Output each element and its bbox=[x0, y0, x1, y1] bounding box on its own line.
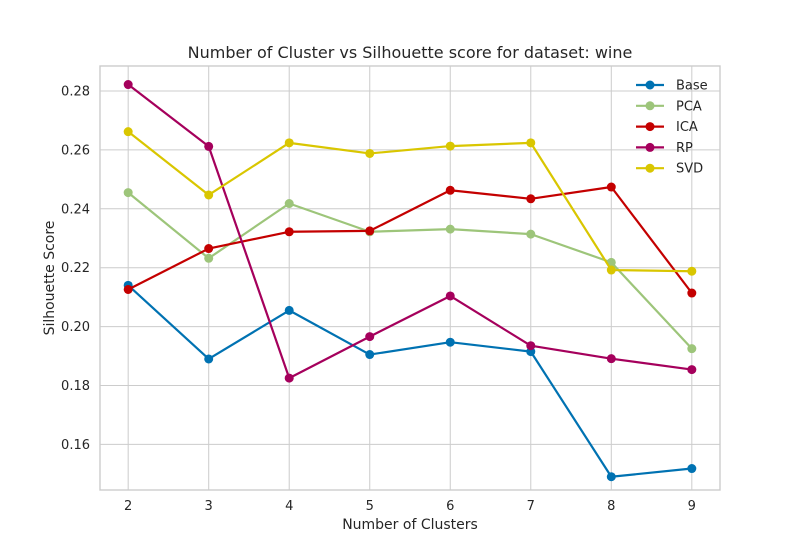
x-tick-label: 2 bbox=[124, 499, 132, 514]
x-tick-label: 3 bbox=[205, 499, 213, 514]
series-ica bbox=[123, 182, 697, 298]
legend-item-rp: RP bbox=[636, 141, 693, 156]
data-point-svd bbox=[284, 138, 294, 148]
data-point-pca bbox=[687, 344, 697, 354]
series-line-ica bbox=[127, 185, 693, 294]
data-point-ica bbox=[123, 284, 133, 294]
data-point-pca bbox=[526, 229, 536, 239]
legend-swatch-marker bbox=[645, 163, 655, 173]
legend-item-pca: PCA bbox=[636, 99, 702, 114]
y-tick-label: 0.24 bbox=[61, 202, 90, 217]
data-point-svd bbox=[204, 190, 214, 200]
data-point-base bbox=[606, 472, 616, 482]
series-line-pca bbox=[127, 191, 693, 350]
series-pca bbox=[123, 188, 697, 354]
data-point-pca bbox=[284, 199, 294, 209]
legend-item-svd: SVD bbox=[636, 162, 703, 177]
series-line-base bbox=[127, 284, 692, 478]
x-tick-label: 5 bbox=[366, 499, 374, 514]
data-point-pca bbox=[445, 224, 455, 234]
x-tick-label: 8 bbox=[607, 499, 615, 514]
data-point-ica bbox=[445, 185, 455, 195]
tick-labels: 2 3 4 5 6 7 8 9 0.16 0.18 0.20 0.22 0.24 0.26 0.28 bbox=[61, 85, 696, 514]
legend-item-base: Base bbox=[636, 79, 708, 94]
y-tick-label: 0.28 bbox=[61, 85, 90, 100]
data-point-svd bbox=[445, 141, 455, 151]
legend-swatch-marker bbox=[645, 101, 655, 111]
data-point-pca bbox=[204, 253, 214, 263]
data-point-svd bbox=[526, 138, 536, 148]
data-point-base bbox=[687, 464, 697, 474]
data-point-svd bbox=[606, 265, 616, 275]
legend-label: SVD bbox=[676, 162, 703, 177]
x-tick-label: 6 bbox=[446, 499, 454, 514]
legend-label: PCA bbox=[676, 99, 702, 114]
y-axis-label: Silhouette Score bbox=[42, 221, 58, 336]
series-svd bbox=[123, 127, 697, 276]
data-point-base bbox=[365, 350, 375, 360]
data-point-svd bbox=[365, 148, 375, 158]
data-point-rp bbox=[284, 373, 294, 383]
data-point-ica bbox=[606, 182, 616, 192]
data-point-ica bbox=[526, 194, 536, 204]
data-point-svd bbox=[687, 266, 697, 276]
legend-swatch-marker bbox=[645, 142, 655, 152]
chart-title: Number of Cluster vs Silhouette score fo… bbox=[188, 43, 633, 62]
data-point-rp bbox=[204, 141, 214, 151]
y-tick-label: 0.26 bbox=[61, 143, 90, 158]
x-tick-label: 4 bbox=[285, 499, 293, 514]
x-tick-label: 9 bbox=[688, 499, 696, 514]
data-point-ica bbox=[204, 244, 214, 254]
data-point-rp bbox=[526, 341, 536, 351]
data-point-svd bbox=[123, 127, 133, 137]
series-layer bbox=[123, 80, 697, 482]
data-point-rp bbox=[687, 365, 697, 375]
legend-label: RP bbox=[676, 141, 693, 156]
legend-swatch-marker bbox=[645, 122, 655, 132]
legend-item-ica: ICA bbox=[636, 120, 698, 135]
data-point-rp bbox=[445, 291, 455, 301]
y-tick-label: 0.22 bbox=[61, 261, 90, 276]
legend-label: Base bbox=[676, 79, 708, 94]
data-point-rp bbox=[606, 354, 616, 364]
data-point-ica bbox=[284, 227, 294, 237]
series-base bbox=[123, 280, 697, 482]
y-tick-label: 0.18 bbox=[61, 379, 90, 394]
data-point-base bbox=[445, 337, 455, 347]
data-point-rp bbox=[365, 332, 375, 342]
data-point-ica bbox=[687, 288, 697, 298]
plot-frame bbox=[99, 65, 721, 491]
data-point-base bbox=[284, 305, 294, 315]
data-point-ica bbox=[365, 226, 375, 236]
legend: Base PCA ICA RP SVD bbox=[636, 79, 708, 177]
data-point-pca bbox=[123, 188, 133, 198]
legend-swatch-marker bbox=[645, 80, 655, 90]
x-tick-label: 7 bbox=[527, 499, 535, 514]
y-tick-label: 0.20 bbox=[61, 320, 90, 335]
data-point-rp bbox=[123, 80, 133, 90]
x-axis-label: Number of Clusters bbox=[342, 517, 478, 533]
y-tick-label: 0.16 bbox=[61, 438, 90, 453]
legend-label: ICA bbox=[676, 120, 698, 135]
series-line-svd bbox=[127, 130, 692, 273]
data-point-base bbox=[204, 354, 214, 364]
